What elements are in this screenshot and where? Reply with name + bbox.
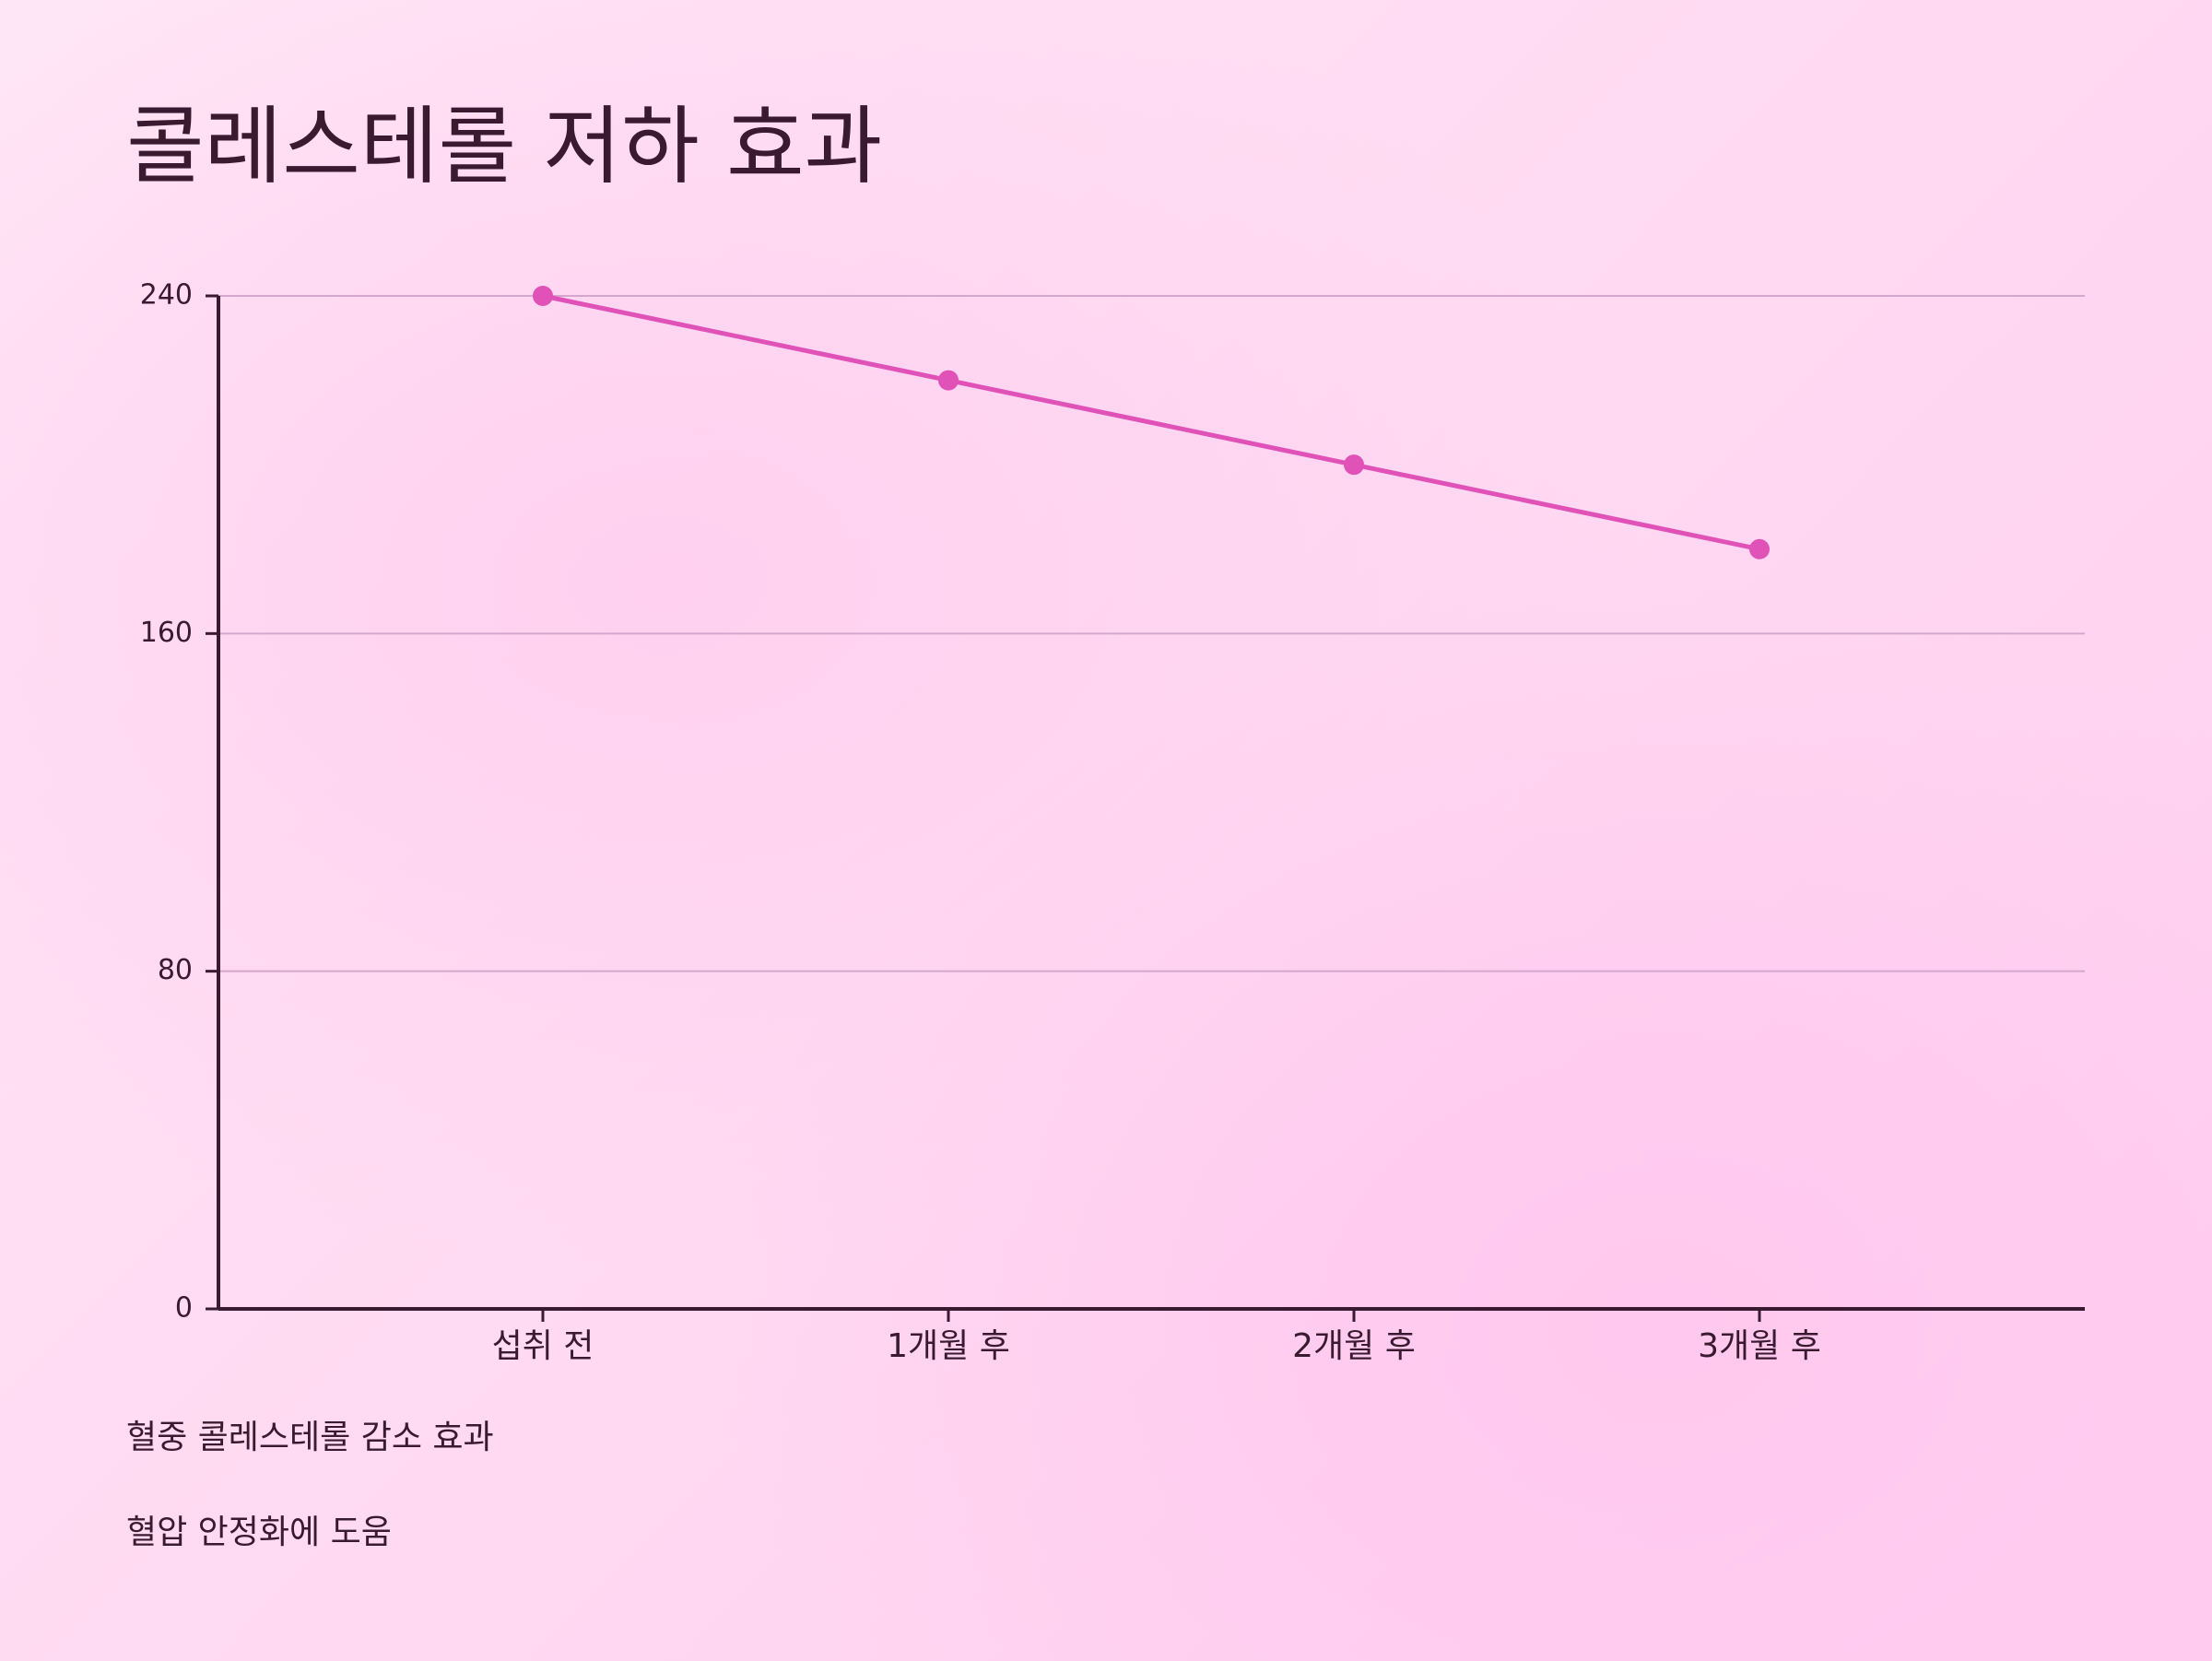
note: 혈압 안정화에 도움 (126, 1514, 392, 1551)
x-tick-label: 3개월 후 (1698, 1327, 1821, 1365)
y-tick-label: 160 (140, 617, 193, 649)
point (938, 370, 959, 391)
point (533, 286, 553, 306)
point (1749, 538, 1770, 560)
x-tick-label: 섭취 전 (492, 1327, 594, 1365)
y-tick-label: 0 (175, 1292, 193, 1325)
note: 혈중 콜레스테롤 감소 효과 (126, 1419, 494, 1456)
chart-title: 콜레스테롤 저하 효과 (126, 97, 882, 195)
x-tick-label: 2개월 후 (1292, 1327, 1416, 1365)
y-tick-label: 240 (140, 279, 193, 312)
line (542, 293, 1760, 552)
point (1344, 454, 1364, 476)
y-tick-label: 80 (158, 954, 193, 986)
x-tick-label: 1개월 후 (887, 1327, 1010, 1365)
